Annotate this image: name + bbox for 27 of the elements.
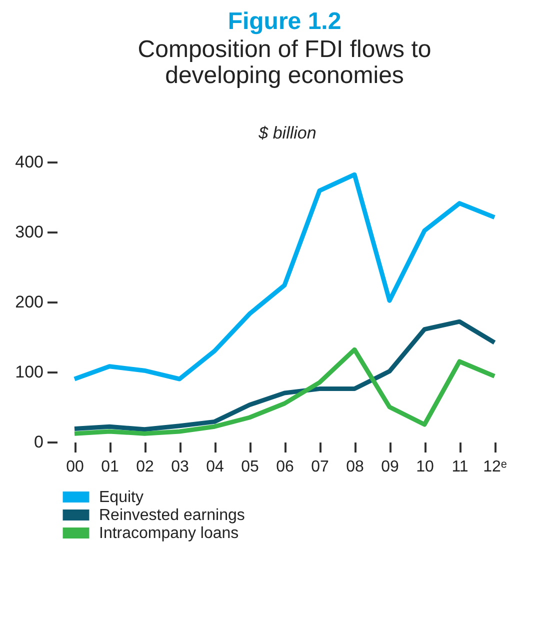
x-tick-label: 03 (171, 458, 189, 476)
line-series (72, 347, 497, 436)
x-tick-label: 00 (66, 458, 84, 476)
x-tick-label: 10 (416, 458, 434, 476)
y-tick-label: 400 (15, 152, 44, 172)
chart-title: Figure 1.2 (228, 8, 342, 35)
y-tick-label: 300 (15, 222, 44, 242)
x-tick-label: 11 (452, 458, 468, 476)
x-tick-label: 01 (101, 458, 119, 476)
x-tick-label: 12ᵉ (483, 458, 507, 476)
legend-label: Equity (99, 489, 144, 506)
chart-subtitle: Composition of FDI flows to developing economies (138, 36, 432, 89)
line-series (72, 172, 497, 382)
legend-label: Reinvested earnings (99, 507, 245, 524)
x-tick-label: 06 (276, 458, 294, 476)
x-tick-label: 04 (206, 458, 224, 476)
x-tick-label: 02 (136, 458, 154, 476)
y-axis-title: $ billion (258, 124, 316, 142)
x-tick-label: 09 (381, 458, 399, 476)
y-tick-label: 100 (15, 362, 44, 382)
x-tick-label: 07 (311, 458, 329, 476)
legend-label: Intracompany loans (99, 525, 239, 542)
line-series (72, 319, 497, 432)
y-tick-label: 200 (15, 292, 44, 312)
x-tick-label: 05 (241, 458, 259, 476)
x-tick-label: 08 (346, 458, 364, 476)
y-tick-label: 0 (34, 432, 44, 452)
